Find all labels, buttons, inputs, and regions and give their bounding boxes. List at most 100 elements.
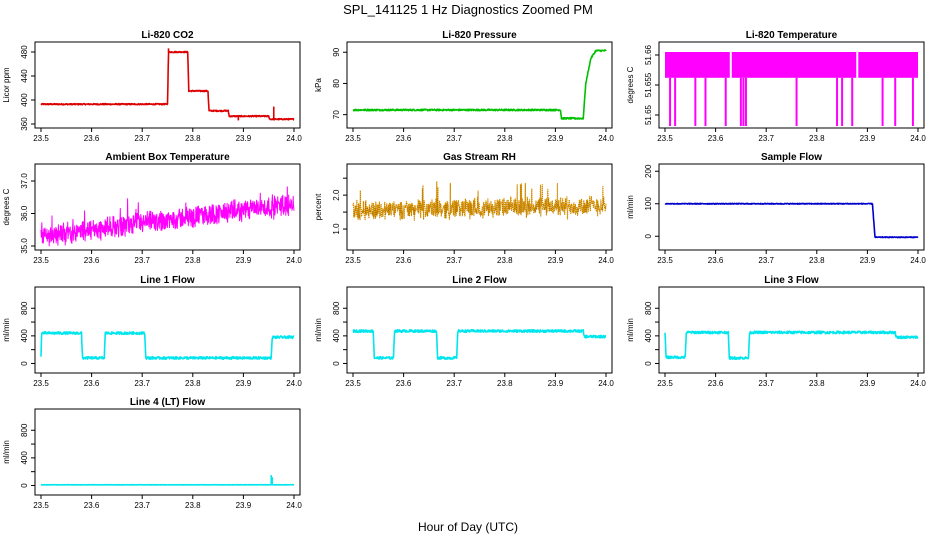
x-tick-label: 23.6 <box>396 256 412 265</box>
y-tick-label: 1.0 <box>332 223 341 235</box>
y-tick-label: 480 <box>20 45 29 59</box>
x-tick-label: 23.8 <box>809 256 825 265</box>
y-tick-label: 800 <box>20 423 29 437</box>
y-tick-label: 36.0 <box>20 205 29 221</box>
x-tick-label: 23.5 <box>345 379 361 388</box>
figure-xlabel: Hour of Day (UTC) <box>418 520 518 534</box>
series-group <box>664 202 919 239</box>
x-tick-label: 24.0 <box>286 134 302 143</box>
x-tick-label: 23.6 <box>708 134 724 143</box>
panel-title: Gas Stream RH <box>443 152 516 163</box>
panel-7: Line 1 Flow ml/min 23.5 23.6 23.7 23.8 23.9 24.… <box>2 275 302 388</box>
x-tick-label: 24.0 <box>598 379 614 388</box>
x-tick-label: 23.9 <box>236 256 252 265</box>
plot-frame <box>34 41 301 129</box>
x-tick-label: 23.9 <box>548 379 564 388</box>
series-group <box>40 48 295 121</box>
plot-frame <box>34 286 301 374</box>
panel-title: Line 4 (LT) Flow <box>130 397 206 408</box>
series-group <box>40 475 295 486</box>
y-tick-label: 90 <box>332 47 341 56</box>
y-tick-label: 80 <box>332 78 341 87</box>
temperature-band <box>858 52 918 78</box>
x-tick-label: 23.8 <box>185 501 201 510</box>
panel-title: Li-820 CO2 <box>141 30 194 41</box>
temperature-band <box>665 52 730 78</box>
temperature-band <box>731 52 857 78</box>
y-axis-label: ml/min <box>626 318 635 342</box>
x-tick-label: 23.7 <box>446 256 462 265</box>
y-tick-label: 200 <box>644 164 653 178</box>
x-tick-label: 23.8 <box>185 134 201 143</box>
y-tick-label: 400 <box>20 451 29 465</box>
x-tick-label: 23.7 <box>446 379 462 388</box>
y-axis-label: degrees C <box>626 66 635 103</box>
x-tick-label: 23.5 <box>657 256 673 265</box>
series-line-shadow <box>352 181 607 221</box>
y-tick-label: 37.0 <box>20 173 29 189</box>
y-tick-label: 0 <box>20 483 29 488</box>
x-tick-label: 23.5 <box>657 379 673 388</box>
x-tick-label: 23.9 <box>236 379 252 388</box>
x-tick-label: 23.8 <box>809 134 825 143</box>
y-tick-label: 35.0 <box>20 238 29 254</box>
series-line <box>352 49 607 120</box>
x-tick-label: 23.9 <box>548 134 564 143</box>
y-tick-label: 51.655 <box>644 72 653 97</box>
panel-title: Line 2 Flow <box>452 275 507 286</box>
x-tick-label: 23.6 <box>84 256 100 265</box>
x-tick-label: 23.9 <box>548 256 564 265</box>
y-tick-label: 100 <box>644 197 653 211</box>
y-axis-label: kPa <box>314 78 323 92</box>
panels-group: Li-820 CO2 Licor ppm 23.5 23.6 23.7 23.8 23.9 2… <box>2 30 926 510</box>
panel-6: Sample Flow ml/min 23.5 23.6 23.7 23.8 23.9 24.… <box>626 152 926 265</box>
plot-frame <box>346 163 613 251</box>
y-tick-label: 800 <box>644 301 653 315</box>
x-tick-label: 23.6 <box>396 379 412 388</box>
series-line <box>664 330 919 360</box>
y-tick-label: 400 <box>20 93 29 107</box>
series-line <box>40 50 295 121</box>
plot-frame <box>34 163 301 251</box>
y-tick-label: 400 <box>644 329 653 343</box>
y-tick-label: 360 <box>20 117 29 131</box>
panel-title: Line 1 Flow <box>140 275 195 286</box>
x-tick-label: 24.0 <box>910 256 926 265</box>
series-group <box>665 52 918 126</box>
y-tick-label: 0 <box>644 361 653 366</box>
panel-2: Li-820 Pressure kPa 23.5 23.6 23.7 23.8 23.9 24… <box>314 30 614 143</box>
plot-frame <box>658 286 925 374</box>
x-tick-label: 23.9 <box>860 379 876 388</box>
y-tick-label: 2.0 <box>332 189 341 201</box>
series-line <box>40 186 295 247</box>
panel-8: Line 2 Flow ml/min 23.5 23.6 23.7 23.8 23.9 24.… <box>314 275 614 388</box>
x-tick-label: 23.5 <box>33 134 49 143</box>
y-tick-label: 51.65 <box>644 104 653 125</box>
x-tick-label: 24.0 <box>910 379 926 388</box>
panel-5: Gas Stream RH percent 23.5 23.6 23.7 23.8 23.9… <box>314 152 614 265</box>
x-tick-label: 24.0 <box>598 134 614 143</box>
x-tick-label: 23.7 <box>758 256 774 265</box>
series-line <box>352 180 607 221</box>
x-tick-label: 23.7 <box>758 379 774 388</box>
x-tick-label: 23.7 <box>134 256 150 265</box>
panel-title: Sample Flow <box>761 152 822 163</box>
x-tick-label: 23.6 <box>84 379 100 388</box>
series-line <box>352 329 607 360</box>
y-tick-label: 440 <box>20 69 29 83</box>
x-tick-label: 23.9 <box>860 256 876 265</box>
x-tick-label: 23.7 <box>758 134 774 143</box>
panel-title: Ambient Box Temperature <box>105 152 230 163</box>
x-tick-label: 23.6 <box>84 501 100 510</box>
series-group <box>40 331 295 360</box>
panel-9: Line 3 Flow ml/min 23.5 23.6 23.7 23.8 23.9 24.… <box>626 275 926 388</box>
x-tick-label: 23.5 <box>657 134 673 143</box>
x-tick-label: 23.7 <box>134 134 150 143</box>
x-tick-label: 23.6 <box>708 256 724 265</box>
panel-title: Li-820 Temperature <box>746 30 838 41</box>
x-tick-label: 24.0 <box>286 379 302 388</box>
series-line <box>40 331 295 360</box>
x-tick-label: 23.6 <box>396 134 412 143</box>
x-tick-label: 23.5 <box>33 501 49 510</box>
